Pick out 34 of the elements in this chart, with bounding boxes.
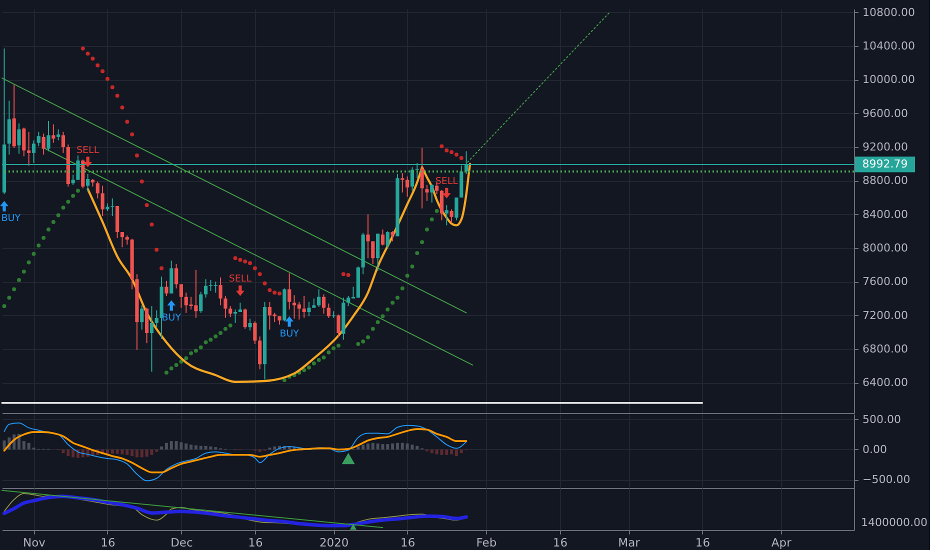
x-tick-label: 16 (552, 536, 568, 550)
x-tick-label: 16 (100, 536, 116, 550)
y-tick-label: 8000.00 (862, 242, 908, 255)
y-tick-label: 500.00 (862, 412, 901, 426)
y-tick-label: 8400.00 (862, 208, 908, 221)
x-tick-label: Nov (23, 536, 46, 550)
annotation: BUY (280, 328, 300, 340)
text: 1400000.00 (861, 516, 928, 529)
y-tick-label: 10000.00 (862, 73, 915, 86)
annotation: SELL (228, 274, 252, 285)
x-tick-label: 16 (695, 536, 710, 550)
y-tick-label: 9600.00 (862, 106, 908, 120)
x-tick-label: Dec (170, 536, 193, 550)
annotation: BUY (1, 213, 21, 224)
y-tick-label: 0.00 (862, 442, 887, 456)
y-tick-label: 6800.00 (862, 342, 908, 356)
x-tick-label: Mar (618, 536, 640, 550)
annotation: BUY (162, 312, 182, 324)
y-tick-label: 8800.00 (862, 174, 908, 188)
y-tick-label: 7600.00 (862, 275, 908, 288)
x-tick-label: Feb (476, 536, 497, 550)
y-tick-label: 6400.00 (862, 376, 908, 390)
y-tick-label: 10800.00 (862, 6, 915, 19)
x-tick-label: 16 (400, 536, 416, 550)
ref-line-label: 8992.79 (862, 157, 908, 170)
y-tick-label: 9200.00 (862, 140, 908, 154)
y-tick-label: 10400.00 (862, 40, 915, 53)
x-tick-label: 16 (248, 536, 263, 550)
x-tick-label: 2020 (319, 536, 349, 550)
y-tick-label: −500.00 (862, 473, 910, 486)
annotation: SELL (76, 144, 100, 156)
x-tick-label: Apr (771, 536, 792, 550)
y-tick-label: 7200.00 (862, 308, 908, 322)
annotation: SELL (435, 176, 459, 188)
